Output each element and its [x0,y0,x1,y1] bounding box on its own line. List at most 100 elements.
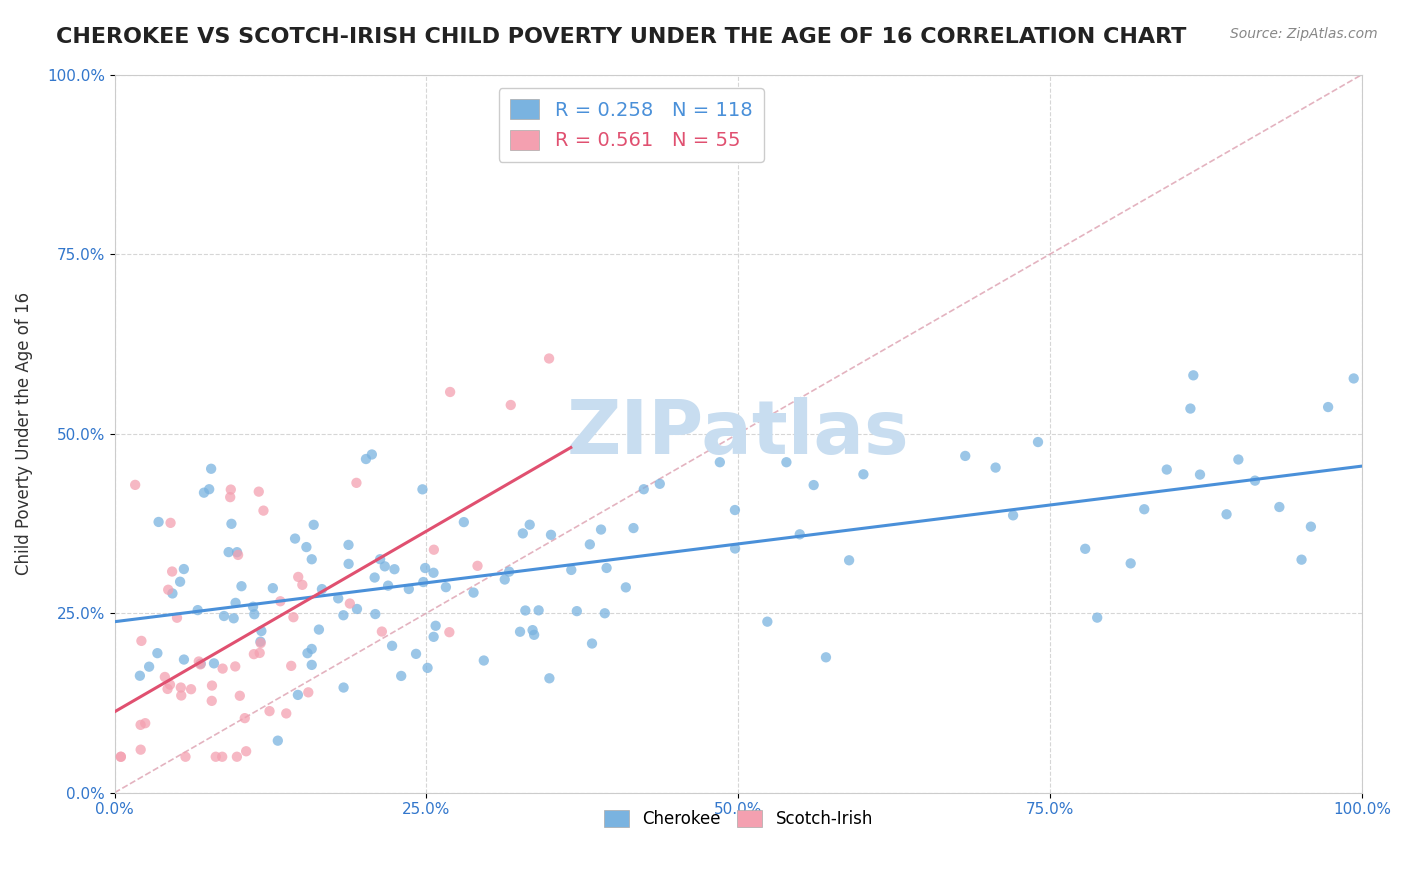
Point [159,516,181,530]
Point [1180,401,1202,416]
Point [337,557,360,571]
Point [416,661,439,675]
Point [221,516,243,531]
Point [364,607,387,621]
Point [218,545,240,559]
Point [374,559,396,574]
Point [219,483,242,497]
Point [173,562,195,576]
Point [226,545,249,559]
Point [301,642,323,657]
Point [233,711,256,725]
Point [405,647,427,661]
Point [724,541,747,556]
Point [523,628,546,642]
Point [1291,552,1313,566]
Point [129,718,152,732]
Point [439,384,461,399]
Point [187,655,209,669]
Point [201,694,224,708]
Point [267,733,290,747]
Point [1343,371,1365,385]
Point [1244,474,1267,488]
Point [262,581,284,595]
Point [519,517,541,532]
Point [623,521,645,535]
Point [1074,541,1097,556]
Point [280,658,302,673]
Point [202,657,225,671]
Point [724,503,747,517]
Point [249,634,271,648]
Text: Source: ZipAtlas.com: Source: ZipAtlas.com [1230,27,1378,41]
Point [328,591,350,606]
Point [276,706,298,721]
Point [565,604,588,618]
Point [174,749,197,764]
Point [225,749,247,764]
Point [287,688,309,702]
Text: CHEROKEE VS SCOTCH-IRISH CHILD POVERTY UNDER THE AGE OF 16 CORRELATION CHART: CHEROKEE VS SCOTCH-IRISH CHILD POVERTY U… [56,27,1187,46]
Point [224,659,246,673]
Text: ZIPatlas: ZIPatlas [567,397,910,470]
Point [291,578,314,592]
Point [170,681,193,695]
Point [522,623,544,637]
Point [235,744,257,758]
Point [1133,502,1156,516]
Point [422,566,444,580]
Point [411,483,433,497]
Point [211,662,233,676]
Point [371,624,394,639]
Point [295,540,318,554]
Point [243,607,266,622]
Point [153,670,176,684]
Point [363,570,385,584]
Point [413,561,436,575]
Point [229,689,252,703]
Point [1268,500,1291,514]
Point [170,689,193,703]
Point [301,552,323,566]
Point [252,503,274,517]
Point [512,526,534,541]
Point [190,657,212,672]
Point [160,565,183,579]
Point [128,669,150,683]
Point [297,646,319,660]
Point [250,624,273,638]
Point [110,749,132,764]
Point [756,615,779,629]
Point [134,716,156,731]
Point [138,659,160,673]
Point [1188,467,1211,482]
Point [346,475,368,490]
Point [212,609,235,624]
Point [581,636,603,650]
Point [249,636,271,650]
Point [131,633,153,648]
Point [814,650,837,665]
Point [259,704,281,718]
Point [434,580,457,594]
Point [1156,462,1178,476]
Point [1215,508,1237,522]
Point [423,542,446,557]
Point [308,623,330,637]
Point [225,596,247,610]
Point [467,558,489,573]
Y-axis label: Child Poverty Under the Age of 16: Child Poverty Under the Age of 16 [15,292,32,575]
Point [337,538,360,552]
Point [425,619,447,633]
Point [463,585,485,599]
Point [269,594,291,608]
Point [231,579,253,593]
Point [222,611,245,625]
Point [242,599,264,614]
Point [110,749,132,764]
Point [200,462,222,476]
Point [377,579,399,593]
Point [201,679,224,693]
Point [1299,519,1322,533]
Point [173,652,195,666]
